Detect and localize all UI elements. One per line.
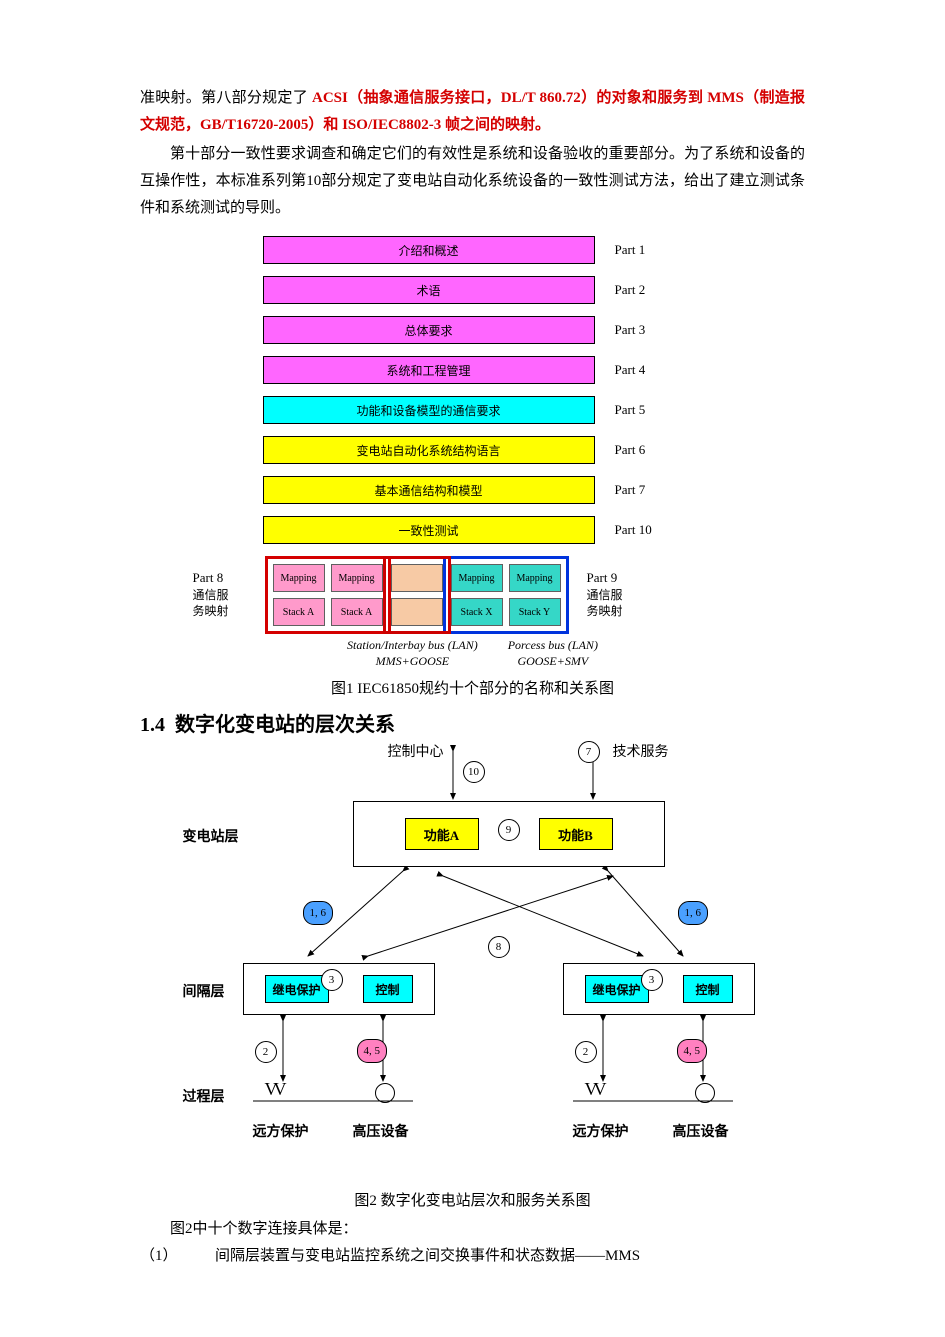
fig1-bar-label-4: Part 4 bbox=[615, 362, 675, 378]
circ-3-right: 3 bbox=[641, 969, 663, 991]
ctrl-right: 控制 bbox=[683, 975, 733, 1003]
label-tech-service: 技术服务 bbox=[613, 741, 669, 761]
label-process-layer: 过程层 bbox=[183, 1086, 225, 1106]
mid-group bbox=[383, 556, 451, 634]
circ-10: 10 bbox=[463, 761, 485, 783]
fig1-bar-3: 总体要求 bbox=[263, 316, 595, 344]
fig1-bar-1: 介绍和概述 bbox=[263, 236, 595, 264]
fig1-bar-6: 变电站自动化系统结构语言 bbox=[263, 436, 595, 464]
fig1-bar-label-1: Part 1 bbox=[615, 242, 675, 258]
figure-2: 控制中心 技术服务 10 7 变电站层 功能A 功能B 9 1, 6 1, 6 … bbox=[143, 741, 803, 1181]
paragraph-1: 准映射。第八部分规定了 ACSI（抽象通信服务接口，DL/T 860.72）的对… bbox=[140, 85, 805, 139]
fig1-bar-label-7: Part 7 bbox=[615, 482, 675, 498]
figure-2-caption: 图2 数字化变电站层次和服务关系图 bbox=[140, 1189, 805, 1210]
func-a: 功能A bbox=[405, 818, 479, 850]
fig1-bars: 介绍和概述 Part 1 术语 Part 2 总体要求 Part 3 系统和工程管理 Part… bbox=[193, 230, 753, 550]
label-remote-left: 远方保护 bbox=[253, 1121, 309, 1141]
paragraph-2: 第十部分一致性要求调查和确定它们的有效性是系统和设备验收的重要部分。为了系统和设… bbox=[140, 141, 805, 222]
fig1-bar-label-6: Part 6 bbox=[615, 442, 675, 458]
pill-16-right: 1, 6 bbox=[678, 901, 709, 925]
hv-w-right: VV bbox=[585, 1079, 603, 1100]
fig1-bar-label-2: Part 2 bbox=[615, 282, 675, 298]
fig1-bar-7: 基本通信结构和模型 bbox=[263, 476, 595, 504]
fig1-bar-5: 功能和设备模型的通信要求 bbox=[263, 396, 595, 424]
bus-left-label: Station/Interbay bus (LAN)MMS+GOOSE bbox=[347, 638, 478, 669]
label-remote-right: 远方保护 bbox=[573, 1121, 629, 1141]
fig1-bar-label-5: Part 5 bbox=[615, 402, 675, 418]
heading-1-4: 1.4数字化变电站的层次关系 bbox=[140, 708, 805, 737]
circ-2-left: 2 bbox=[255, 1041, 277, 1063]
part8-group: MappingMappingStack AStack A bbox=[265, 556, 391, 634]
after-line-1: 图2中十个数字连接具体是： bbox=[140, 1216, 805, 1243]
label-control-center: 控制中心 bbox=[388, 741, 444, 761]
label-hv-right: 高压设备 bbox=[673, 1121, 729, 1141]
pill-45-right: 4, 5 bbox=[677, 1039, 708, 1063]
circ-7: 7 bbox=[578, 741, 600, 763]
func-b: 功能B bbox=[539, 818, 613, 850]
figure-1: 介绍和概述 Part 1 术语 Part 2 总体要求 Part 3 系统和工程管理 Part… bbox=[193, 230, 753, 669]
circ-8: 8 bbox=[488, 936, 510, 958]
pill-45-left: 4, 5 bbox=[357, 1039, 388, 1063]
pill-16-left: 1, 6 bbox=[303, 901, 334, 925]
part8-label: Part 8 通信服务映射 bbox=[193, 570, 263, 621]
prot-right: 继电保护 bbox=[585, 975, 649, 1003]
circ-3-left: 3 bbox=[321, 969, 343, 991]
label-station-layer: 变电站层 bbox=[183, 826, 239, 846]
fig1-bar-4: 系统和工程管理 bbox=[263, 356, 595, 384]
label-bay-layer: 间隔层 bbox=[183, 981, 225, 1001]
figure-1-caption: 图1 IEC61850规约十个部分的名称和关系图 bbox=[140, 677, 805, 698]
part9-group: MappingMappingStack XStack Y bbox=[443, 556, 569, 634]
ctrl-left: 控制 bbox=[363, 975, 413, 1003]
circ-9: 9 bbox=[498, 819, 520, 841]
fig1-bar-label-8: Part 10 bbox=[615, 522, 675, 538]
bus-right-label: Porcess bus (LAN)GOOSE+SMV bbox=[508, 638, 598, 669]
fig1-bar-label-3: Part 3 bbox=[615, 322, 675, 338]
part9-label: Part 9 通信服务映射 bbox=[587, 570, 657, 621]
fig1-bar-2: 术语 bbox=[263, 276, 595, 304]
fig1-bar-8: 一致性测试 bbox=[263, 516, 595, 544]
label-hv-left: 高压设备 bbox=[353, 1121, 409, 1141]
circ-2-right: 2 bbox=[575, 1041, 597, 1063]
prot-left: 继电保护 bbox=[265, 975, 329, 1003]
list-item-1: （1） 间隔层装置与变电站监控系统之间交换事件和状态数据——MMS bbox=[140, 1243, 805, 1270]
para1-plain: 准映射。第八部分规定了 bbox=[140, 90, 312, 106]
hv-w-left: VV bbox=[265, 1079, 283, 1100]
